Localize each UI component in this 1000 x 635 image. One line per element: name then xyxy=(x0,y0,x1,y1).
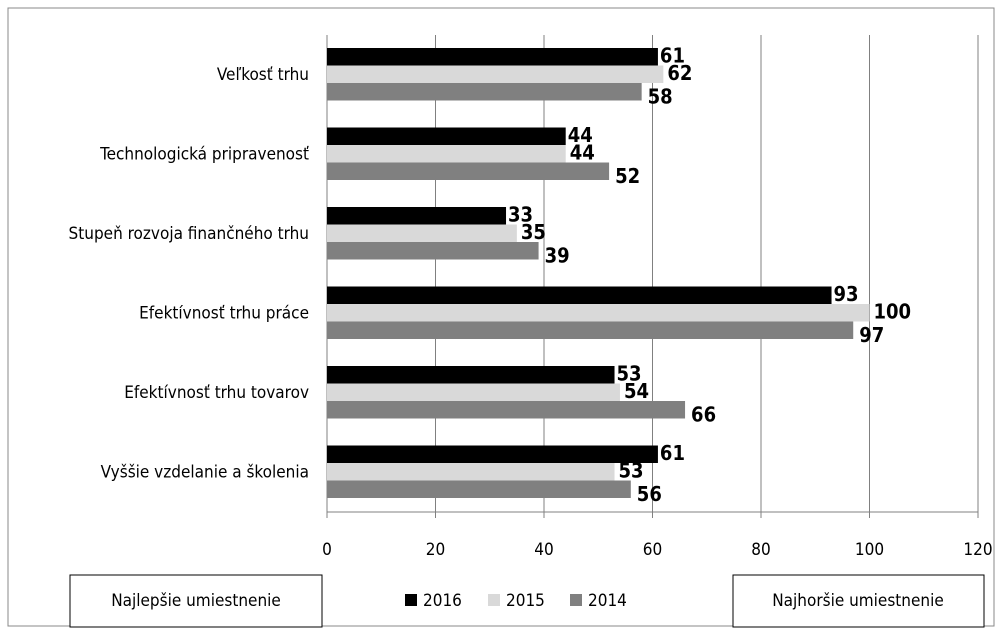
x-tick-label: 80 xyxy=(751,540,770,560)
bar xyxy=(327,383,620,401)
data-label: 44 xyxy=(568,123,593,147)
bar xyxy=(327,321,854,339)
annotation-box xyxy=(732,574,985,628)
bar xyxy=(327,145,566,163)
data-label: 58 xyxy=(648,84,673,108)
data-label: 62 xyxy=(667,61,692,85)
legend-swatch xyxy=(405,594,417,606)
x-tick-label: 60 xyxy=(643,540,662,560)
data-label: 44 xyxy=(570,140,595,164)
data-label: 53 xyxy=(619,458,644,482)
bar xyxy=(327,286,832,304)
data-label: 61 xyxy=(660,441,685,465)
bar xyxy=(327,127,566,145)
x-tick-label: 100 xyxy=(855,540,884,560)
legend-label: 2014 xyxy=(588,591,627,611)
data-label: 35 xyxy=(521,220,546,244)
data-label: 56 xyxy=(637,482,662,506)
data-label: 61 xyxy=(660,43,685,67)
y-tick-label: Technologická pripravenosť xyxy=(99,144,309,164)
bar xyxy=(327,65,664,83)
legend-label: 2016 xyxy=(423,591,462,611)
x-tick-label: 20 xyxy=(426,540,445,560)
data-label: 93 xyxy=(834,282,859,306)
data-label: 33 xyxy=(508,202,533,226)
bar xyxy=(327,304,870,322)
data-label: 97 xyxy=(859,323,884,347)
bar xyxy=(327,401,686,419)
bar xyxy=(327,480,631,498)
bar xyxy=(327,242,539,260)
y-tick-label: Veľkosť trhu xyxy=(217,65,309,85)
annotation: Najlepšie umiestnenie xyxy=(111,591,281,611)
legend-label: 2015 xyxy=(506,591,545,611)
y-tick-label: Efektívnosť trhu práce xyxy=(139,303,309,323)
frame xyxy=(7,7,995,627)
bar xyxy=(327,445,658,463)
x-tick-label: 40 xyxy=(534,540,553,560)
bar xyxy=(327,366,615,384)
y-tick-label: Vyššie vzdelanie a školenia xyxy=(101,462,309,482)
legend-swatch xyxy=(488,594,500,606)
data-label: 52 xyxy=(615,164,640,188)
data-label: 53 xyxy=(617,361,642,385)
data-label: 66 xyxy=(691,402,716,426)
annotation-box xyxy=(69,574,323,628)
y-tick-label: Stupeň rozvoja finančného trhu xyxy=(69,224,309,244)
bar xyxy=(327,463,615,481)
annotation: Najhoršie umiestnenie xyxy=(772,591,944,611)
bar xyxy=(327,48,658,66)
legend-swatch xyxy=(570,594,582,606)
bar xyxy=(327,224,517,242)
x-tick-label: 120 xyxy=(963,540,992,560)
bar xyxy=(327,162,610,180)
data-label: 39 xyxy=(545,243,570,267)
y-tick-label: Efektívnosť trhu tovarov xyxy=(124,383,309,403)
bar xyxy=(327,207,507,225)
data-label: 100 xyxy=(874,299,912,323)
data-label: 54 xyxy=(624,379,649,403)
x-tick-label: 0 xyxy=(322,540,332,560)
bar xyxy=(327,83,642,101)
